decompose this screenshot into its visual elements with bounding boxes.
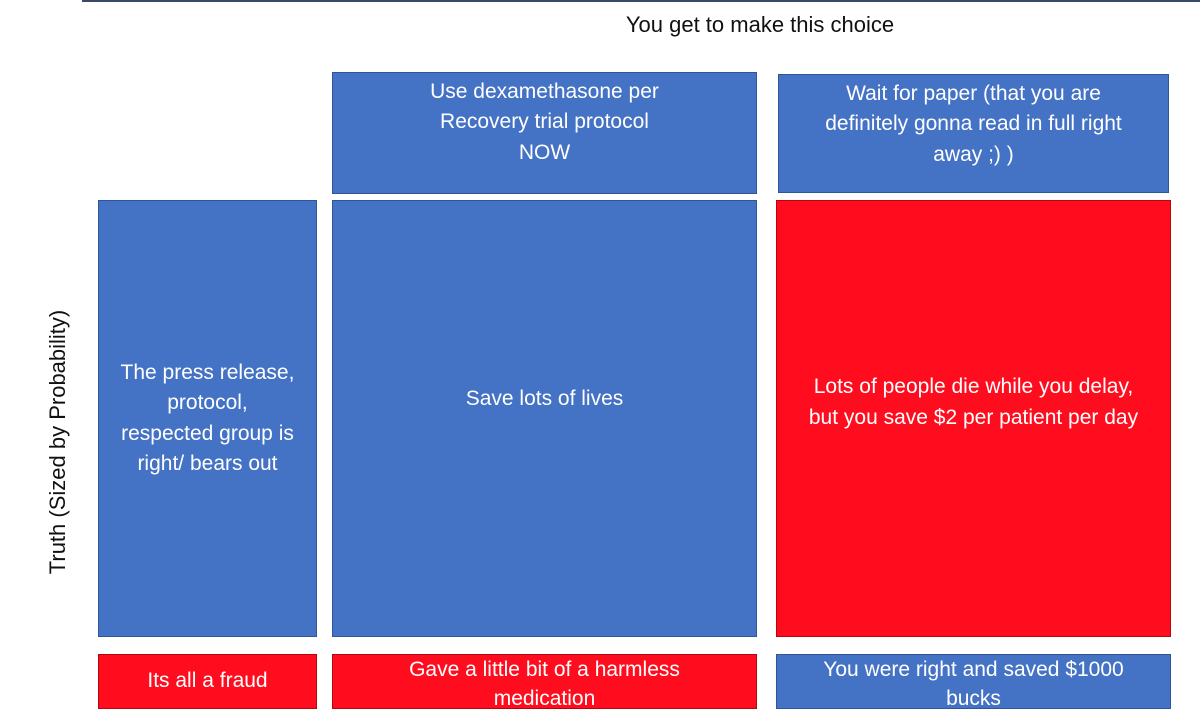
choice-wait-label: Wait for paper (that you are definitely …	[825, 82, 1122, 166]
top-rule	[82, 0, 1200, 2]
choice-axis-heading: You get to make this choice	[625, 12, 895, 37]
outcome-fraud-wait-box: You were right and saved $1000 bucks	[776, 654, 1171, 710]
truth-fraud-box: Its all a fraud	[98, 654, 317, 709]
outcome-fraud-use-now-box: Gave a little bit of a harmless medicati…	[332, 654, 757, 710]
choice-use-now-box: Use dexamethasone per Recovery trial pro…	[332, 72, 757, 194]
outcome-fraud-wait-label: You were right and saved $1000 bucks	[823, 658, 1124, 711]
outcome-fraud-use-now-label: Gave a little bit of a harmless medicati…	[409, 658, 680, 711]
truth-right-label: The press release, protocol, respected g…	[120, 360, 295, 475]
outcome-right-wait-label: Lots of people die while you delay, but …	[808, 375, 1139, 429]
choice-use-now-label: Use dexamethasone per Recovery trial pro…	[430, 80, 659, 164]
truth-axis-label-text: Truth (Sized by Probability)	[45, 309, 70, 575]
outcome-right-use-now-box: Save lots of lives	[332, 200, 757, 637]
outcome-right-use-now-label: Save lots of lives	[465, 387, 624, 411]
outcome-right-wait-box: Lots of people die while you delay, but …	[776, 200, 1171, 637]
truth-right-box: The press release, protocol, respected g…	[98, 200, 317, 637]
choice-wait-box: Wait for paper (that you are definitely …	[778, 74, 1169, 193]
truth-fraud-label: Its all a fraud	[147, 669, 268, 693]
